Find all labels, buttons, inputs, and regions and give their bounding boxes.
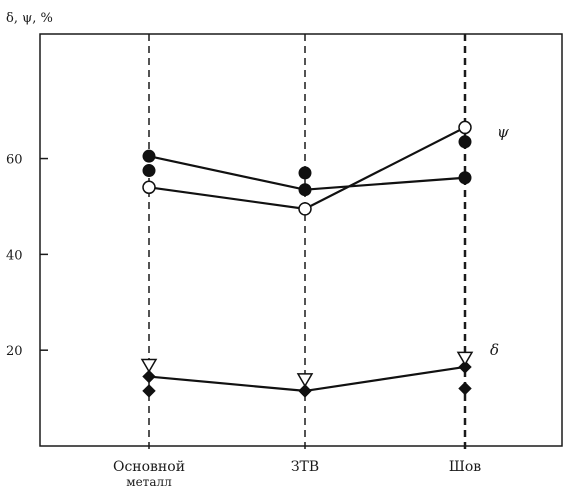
- point-3-0: [142, 369, 156, 384]
- point-2-2: [458, 135, 472, 149]
- category-label-2: Шов: [449, 459, 481, 475]
- x-category-labels: Основной ЗТВ Шов металл: [113, 459, 481, 487]
- y-tick-label-40: 40: [6, 248, 23, 263]
- point-5-0: [142, 384, 156, 398]
- point-4-2: [456, 351, 474, 366]
- plot-frame: [39, 33, 563, 447]
- y-tick-label-20: 20: [6, 344, 23, 359]
- point-2-0: [142, 164, 156, 178]
- point-2-1: [298, 166, 312, 180]
- point-1-2: [458, 120, 472, 135]
- y-ticks: 20 40 60: [6, 153, 48, 359]
- category-sublabel-0: металл: [126, 475, 172, 487]
- point-0-2: [458, 171, 472, 185]
- point-1-1: [298, 202, 312, 216]
- series-label-psi: ψ: [497, 123, 509, 141]
- category-label-0: Основной: [113, 459, 185, 475]
- point-4-1: [296, 373, 314, 388]
- y-axis-label: δ, ψ, %: [6, 11, 53, 26]
- series-markers: [140, 120, 474, 398]
- point-0-1: [298, 183, 312, 197]
- point-5-2: [458, 381, 472, 396]
- category-label-1: ЗТВ: [291, 459, 319, 475]
- point-4-0: [140, 358, 158, 374]
- point-0-0: [142, 149, 156, 163]
- point-5-1: [298, 384, 312, 398]
- series-label-delta: δ: [490, 341, 499, 359]
- point-1-0: [142, 180, 156, 195]
- point-3-2: [458, 360, 472, 374]
- y-tick-label-60: 60: [6, 153, 23, 168]
